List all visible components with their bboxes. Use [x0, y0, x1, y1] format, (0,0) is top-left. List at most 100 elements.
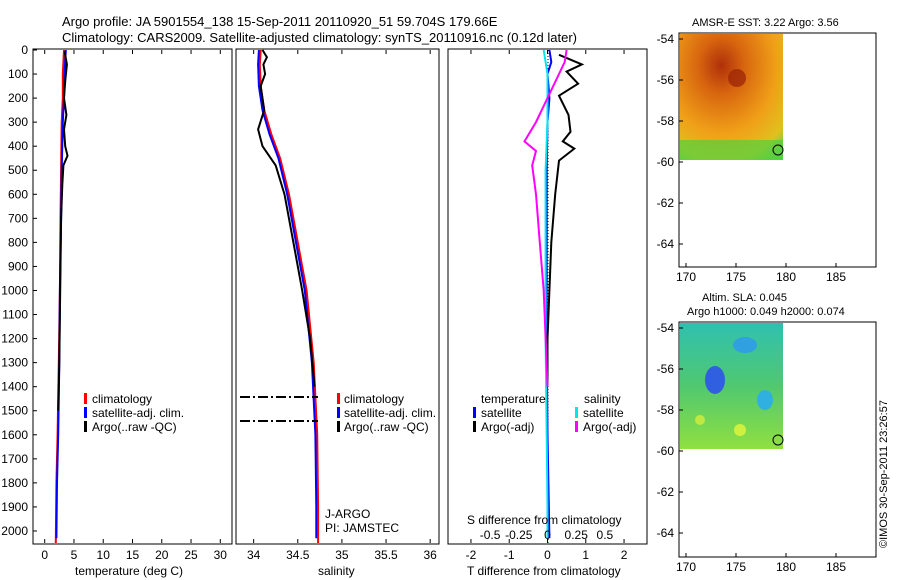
temperature-legend: climatology satellite-adj. clim. Argo(..…	[84, 392, 184, 434]
map-y-tick-label: -54	[657, 321, 675, 335]
legend-swatch-temp-argo	[473, 421, 476, 432]
sla-high-2	[695, 415, 705, 425]
y-tick-label: 200	[8, 91, 28, 105]
map-y-tick-label: -62	[657, 196, 675, 210]
x-tick-label: 34	[247, 548, 261, 562]
x-tick-label: 34.5	[286, 548, 310, 562]
sst-map-title: AMSR-E SST: 3.22 Argo: 3.56	[692, 17, 839, 29]
x-tick-label: 2	[621, 548, 628, 562]
sla-map: Altim. SLA: 0.045 Argo h1000: 0.049 h200…	[657, 292, 877, 574]
y-tick-label: 2000	[1, 524, 28, 538]
legend-swatch-argo	[337, 421, 340, 432]
x-tick-label: 10	[97, 548, 111, 562]
sla-map-axes: 170 175 180 185 -54 -56 -58 -60 -62 -64	[657, 321, 847, 574]
sst-cold-band	[680, 140, 783, 160]
difference-legend: temperature salinity satellite Argo(-adj…	[473, 392, 636, 434]
legend-swatch-sal-satellite	[575, 407, 578, 418]
legend-swatch-climatology	[84, 393, 87, 404]
chart-title-line1: Argo profile: JA 5901554_138 15-Sep-2011…	[62, 14, 498, 29]
map-y-tick-label: -60	[657, 444, 675, 458]
y-tick-label: 100	[8, 67, 28, 81]
y-tick-label: 600	[8, 187, 28, 201]
sla-low-2	[733, 337, 757, 353]
legend-label-argo: Argo(..raw -QC)	[92, 420, 177, 434]
salinity-diff-tick-label: -0.25	[505, 528, 533, 542]
legend-swatch-argo	[84, 421, 87, 432]
copyright-stamp: ©IMOS 30-Sep-2011 23:26:57	[878, 400, 890, 548]
y-tick-label: 1800	[1, 476, 28, 490]
difference-series	[523, 49, 585, 539]
legend-label-satellite-adj: satellite-adj. clim.	[344, 406, 436, 420]
x-tick-label: 0	[544, 548, 551, 562]
temperature-series	[54, 49, 69, 544]
series-line-satellite-2	[542, 49, 549, 539]
map-x-tick-label: 175	[726, 560, 746, 574]
map-x-tick-label: 185	[826, 270, 846, 284]
series-line-argo-raw-qc--2	[57, 51, 69, 411]
legend-swatch-satellite-adj	[337, 407, 340, 418]
x-tick-label: 35	[335, 548, 349, 562]
legend-label-sal-argo: Argo(-adj)	[583, 420, 636, 434]
legend-label-satellite-adj: satellite-adj. clim.	[92, 406, 184, 420]
y-tick-label: 1000	[1, 283, 28, 297]
temperature-difference-label: T difference from climatology	[467, 564, 621, 578]
temperature-panel: 0100200300400500600700800900100011001200…	[1, 43, 233, 578]
legend-label-climatology: climatology	[92, 392, 152, 406]
difference-panel: -2 -1 0 1 2 S difference from climatology -0…	[447, 48, 648, 578]
y-tick-label: 300	[8, 115, 28, 129]
map-y-tick-label: -56	[657, 362, 675, 376]
salinity-legend: climatology satellite-adj. clim. Argo(..…	[337, 392, 436, 434]
map-x-tick-label: 170	[676, 560, 696, 574]
difference-x-axis: -2 -1 0 1 2	[466, 50, 628, 562]
map-y-tick-label: -60	[657, 155, 675, 169]
legend-swatch-climatology	[337, 393, 340, 404]
legend-label-sal-satellite: satellite	[583, 406, 624, 420]
project-label: J-ARGO	[325, 507, 370, 521]
y-tick-label: 1100	[2, 308, 28, 322]
y-tick-label: 400	[8, 139, 28, 153]
y-tick-label: 800	[8, 235, 28, 249]
legend-label-temp-satellite: satellite	[481, 406, 522, 420]
sst-map: AMSR-E SST: 3.22 Argo: 3.56 170 175 180 185…	[657, 17, 877, 284]
map-x-tick-label: 170	[676, 270, 696, 284]
sla-low-1	[705, 366, 725, 394]
temperature-plot-frame	[32, 48, 233, 545]
sla-map-title-2: Argo h1000: 0.049 h2000: 0.074	[687, 306, 845, 318]
map-y-tick-label: -62	[657, 485, 675, 499]
x-tick-label: -2	[466, 548, 477, 562]
salinity-x-label: salinity	[318, 564, 355, 578]
salinity-diff-tick-label: 0.5	[597, 528, 614, 542]
depth-axis: 0 100 200 300 400 500 600 700 800 900 1000 1100 1200…	[1, 43, 37, 538]
x-tick-label: 36	[423, 548, 437, 562]
legend-label-argo: Argo(..raw -QC)	[344, 420, 429, 434]
map-y-tick-label: -54	[657, 32, 675, 46]
legend-swatch-temp-satellite	[473, 407, 476, 418]
salinity-series	[257, 49, 320, 543]
map-x-tick-label: 180	[776, 270, 796, 284]
map-x-tick-label: 180	[776, 560, 796, 574]
sla-map-title-1: Altim. SLA: 0.045	[702, 292, 787, 304]
series-line-satellite-adj-clim--1	[257, 49, 318, 539]
series-line-argo-adj--1	[546, 53, 585, 387]
temperature-x-label: temperature (deg C)	[75, 564, 183, 578]
series-line-argo-raw-qc--2	[257, 49, 316, 387]
sla-low-3	[757, 390, 773, 410]
y-tick-label: 1600	[1, 428, 28, 442]
temperature-x-axis: 0 5 10 15 20 25 30	[41, 50, 227, 562]
legend-label-climatology: climatology	[344, 392, 404, 406]
x-tick-label: 30	[214, 548, 228, 562]
legend-header-temperature: temperature	[481, 392, 546, 406]
legend-header-salinity: salinity	[584, 392, 621, 406]
legend-swatch-satellite-adj	[84, 407, 87, 418]
y-tick-label: 900	[8, 259, 28, 273]
pi-label: PI: JAMSTEC	[325, 521, 399, 535]
salinity-difference-label: S difference from climatology	[467, 513, 622, 527]
x-tick-label: 0	[41, 548, 48, 562]
legend-swatch-sal-argo	[575, 421, 578, 432]
x-tick-label: 15	[126, 548, 140, 562]
map-y-tick-label: -64	[657, 526, 675, 540]
y-tick-label: 500	[8, 163, 28, 177]
x-tick-label: 25	[184, 548, 198, 562]
sst-map-axes: 170 175 180 185 -54 -56 -58 -60 -62 -64	[657, 32, 847, 284]
salinity-diff-tick-label: -0.5	[480, 528, 501, 542]
